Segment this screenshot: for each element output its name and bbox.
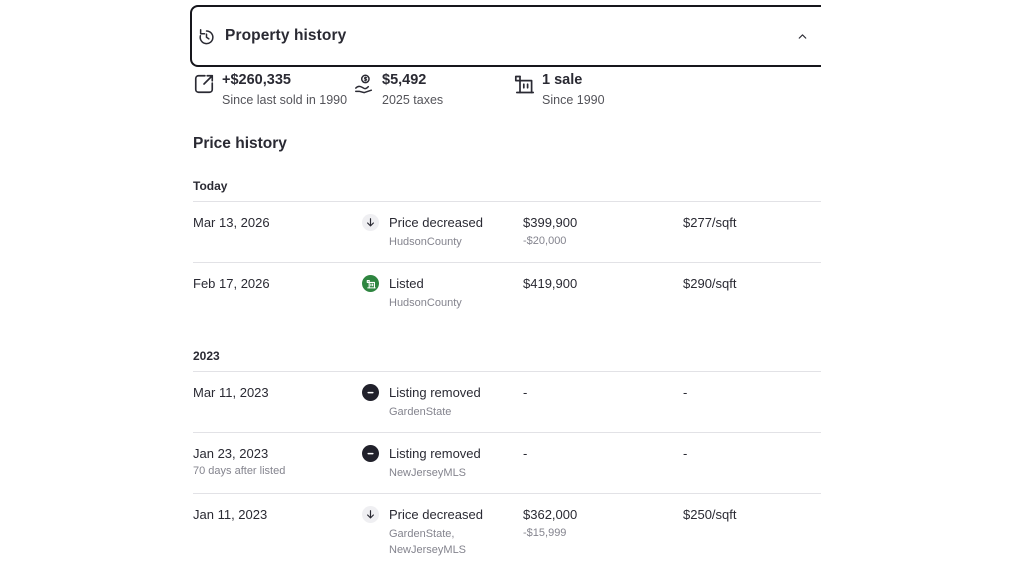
price-amount: $362,000 <box>523 507 578 523</box>
stat-value: 1 sale <box>542 72 583 88</box>
row-event-text: Price decreased GardenState, NewJerseyMLS <box>389 507 483 559</box>
price-history-heading: Price history <box>193 135 287 153</box>
row-price-cell: $419,900 <box>523 276 683 312</box>
row-divider <box>193 201 821 203</box>
price-change: -$15,999 <box>523 527 567 540</box>
chevron-up-icon[interactable] <box>796 30 809 43</box>
row-event-text: Listed HudsonCounty <box>389 276 462 312</box>
event-sources: NewJerseyMLS <box>389 467 467 480</box>
row-date-cell: Mar 11, 2023 <box>193 385 362 421</box>
price-history-row: Mar 11, 2023 Listing removed GardenState - - <box>193 372 821 432</box>
row-divider <box>193 371 821 373</box>
stat-value: $5,492 <box>382 72 427 88</box>
row-ppsf-cell: - <box>683 385 688 401</box>
appreciation-icon <box>193 73 215 95</box>
price-change: -$20,000 <box>523 235 567 248</box>
price-history-row: Feb 17, 2026 Listed HudsonCounty $419,900 $2… <box>193 263 821 323</box>
row-ppsf-cell: $277/sqft <box>683 215 737 231</box>
row-event-text: Listing removed GardenState <box>389 385 481 421</box>
price-amount: $399,900 <box>523 215 578 231</box>
row-event-cell: Listing removed NewJerseyMLS <box>362 445 523 482</box>
price-amount: $419,900 <box>523 276 578 292</box>
row-date: Feb 17, 2026 <box>193 276 270 292</box>
price-history-row: Jan 23, 2023 70 days after listed Listing … <box>193 433 821 493</box>
stat-sales: 1 sale Since 1990 <box>513 72 673 107</box>
row-date-cell: Jan 23, 2023 70 days after listed <box>193 446 362 482</box>
event-title: Listed <box>389 276 424 292</box>
history-stats: +$260,335 Since last sold in 1990 $5,492… <box>190 72 821 107</box>
row-event-text: Price decreased HudsonCounty <box>389 215 483 251</box>
section-label: 2023 <box>193 349 220 364</box>
panel-title: Property history <box>225 27 347 44</box>
price-history-row: Mar 13, 2026 Price decreased HudsonCounty $… <box>193 202 821 262</box>
event-sources: GardenState, NewJerseyMLS <box>389 528 467 557</box>
stat-value: +$260,335 <box>222 72 291 88</box>
row-event-cell: Listing removed GardenState <box>362 384 523 421</box>
history-icon <box>197 27 216 46</box>
listing-removed-icon <box>362 445 379 463</box>
row-divider <box>193 432 821 434</box>
listed-icon <box>362 275 379 293</box>
price-decreased-icon <box>362 214 379 232</box>
stat-label: Since 1990 <box>542 93 605 108</box>
price-history-sections: Today Mar 13, 2026 Price decreased HudsonCo… <box>190 179 821 570</box>
history-section: 2023 Mar 11, 2023 Listing removed GardenSta… <box>193 349 821 570</box>
row-price-cell: - <box>523 446 683 482</box>
row-event-text: Listing removed NewJerseyMLS <box>389 446 481 482</box>
row-date: Jan 11, 2023 <box>193 507 268 523</box>
row-event-cell: Price decreased GardenState, NewJerseyMLS <box>362 506 523 559</box>
row-date: Mar 13, 2026 <box>193 215 270 231</box>
history-section: Today Mar 13, 2026 Price decreased HudsonCo… <box>193 179 821 323</box>
event-sources: HudsonCounty <box>389 297 462 310</box>
row-date: Jan 23, 2023 <box>193 446 269 462</box>
row-date-cell: Mar 13, 2026 <box>193 215 362 251</box>
event-title: Listing removed <box>389 446 481 462</box>
property-history-header[interactable]: Property history <box>190 5 821 67</box>
listing-removed-icon <box>362 384 379 402</box>
row-ppsf-cell: $290/sqft <box>683 276 737 292</box>
row-ppsf-cell: - <box>683 446 688 462</box>
row-date: Mar 11, 2023 <box>193 385 269 401</box>
property-detail-page: { "panel": { "title": "Property history"… <box>190 5 821 557</box>
row-price-cell: - <box>523 385 683 421</box>
stat-appreciation: +$260,335 Since last sold in 1990 <box>193 72 353 107</box>
price-amount: - <box>523 446 528 462</box>
event-title: Price decreased <box>389 215 483 231</box>
property-history-module: Property history +$260,335 Since last so… <box>190 0 821 570</box>
price-history-row: Jan 11, 2023 Price decreased GardenState, N… <box>193 494 821 570</box>
event-title: Listing removed <box>389 385 481 401</box>
event-title: Price decreased <box>389 507 483 523</box>
price-amount: - <box>523 385 528 401</box>
event-sources: HudsonCounty <box>389 236 462 249</box>
row-price-cell: $362,000 -$15,999 <box>523 507 683 559</box>
section-label: Today <box>193 179 228 194</box>
stat-label: 2025 taxes <box>382 93 444 108</box>
price-decreased-icon <box>362 506 379 524</box>
row-date-cell: Feb 17, 2026 <box>193 276 362 312</box>
row-price-cell: $399,900 -$20,000 <box>523 215 683 251</box>
event-sources: GardenState <box>389 406 452 419</box>
row-ppsf-cell: $250/sqft <box>683 507 737 523</box>
row-date-cell: Jan 11, 2023 <box>193 507 362 559</box>
stat-taxes: $5,492 2025 taxes <box>353 72 513 107</box>
stat-label: Since last sold in 1990 <box>222 93 348 108</box>
taxes-icon <box>353 73 375 95</box>
sales-count-icon <box>513 73 535 95</box>
row-event-cell: Price decreased HudsonCounty <box>362 214 523 251</box>
row-divider <box>193 262 821 264</box>
row-event-cell: Listed HudsonCounty <box>362 275 523 312</box>
row-date-note: 70 days after listed <box>193 465 286 478</box>
